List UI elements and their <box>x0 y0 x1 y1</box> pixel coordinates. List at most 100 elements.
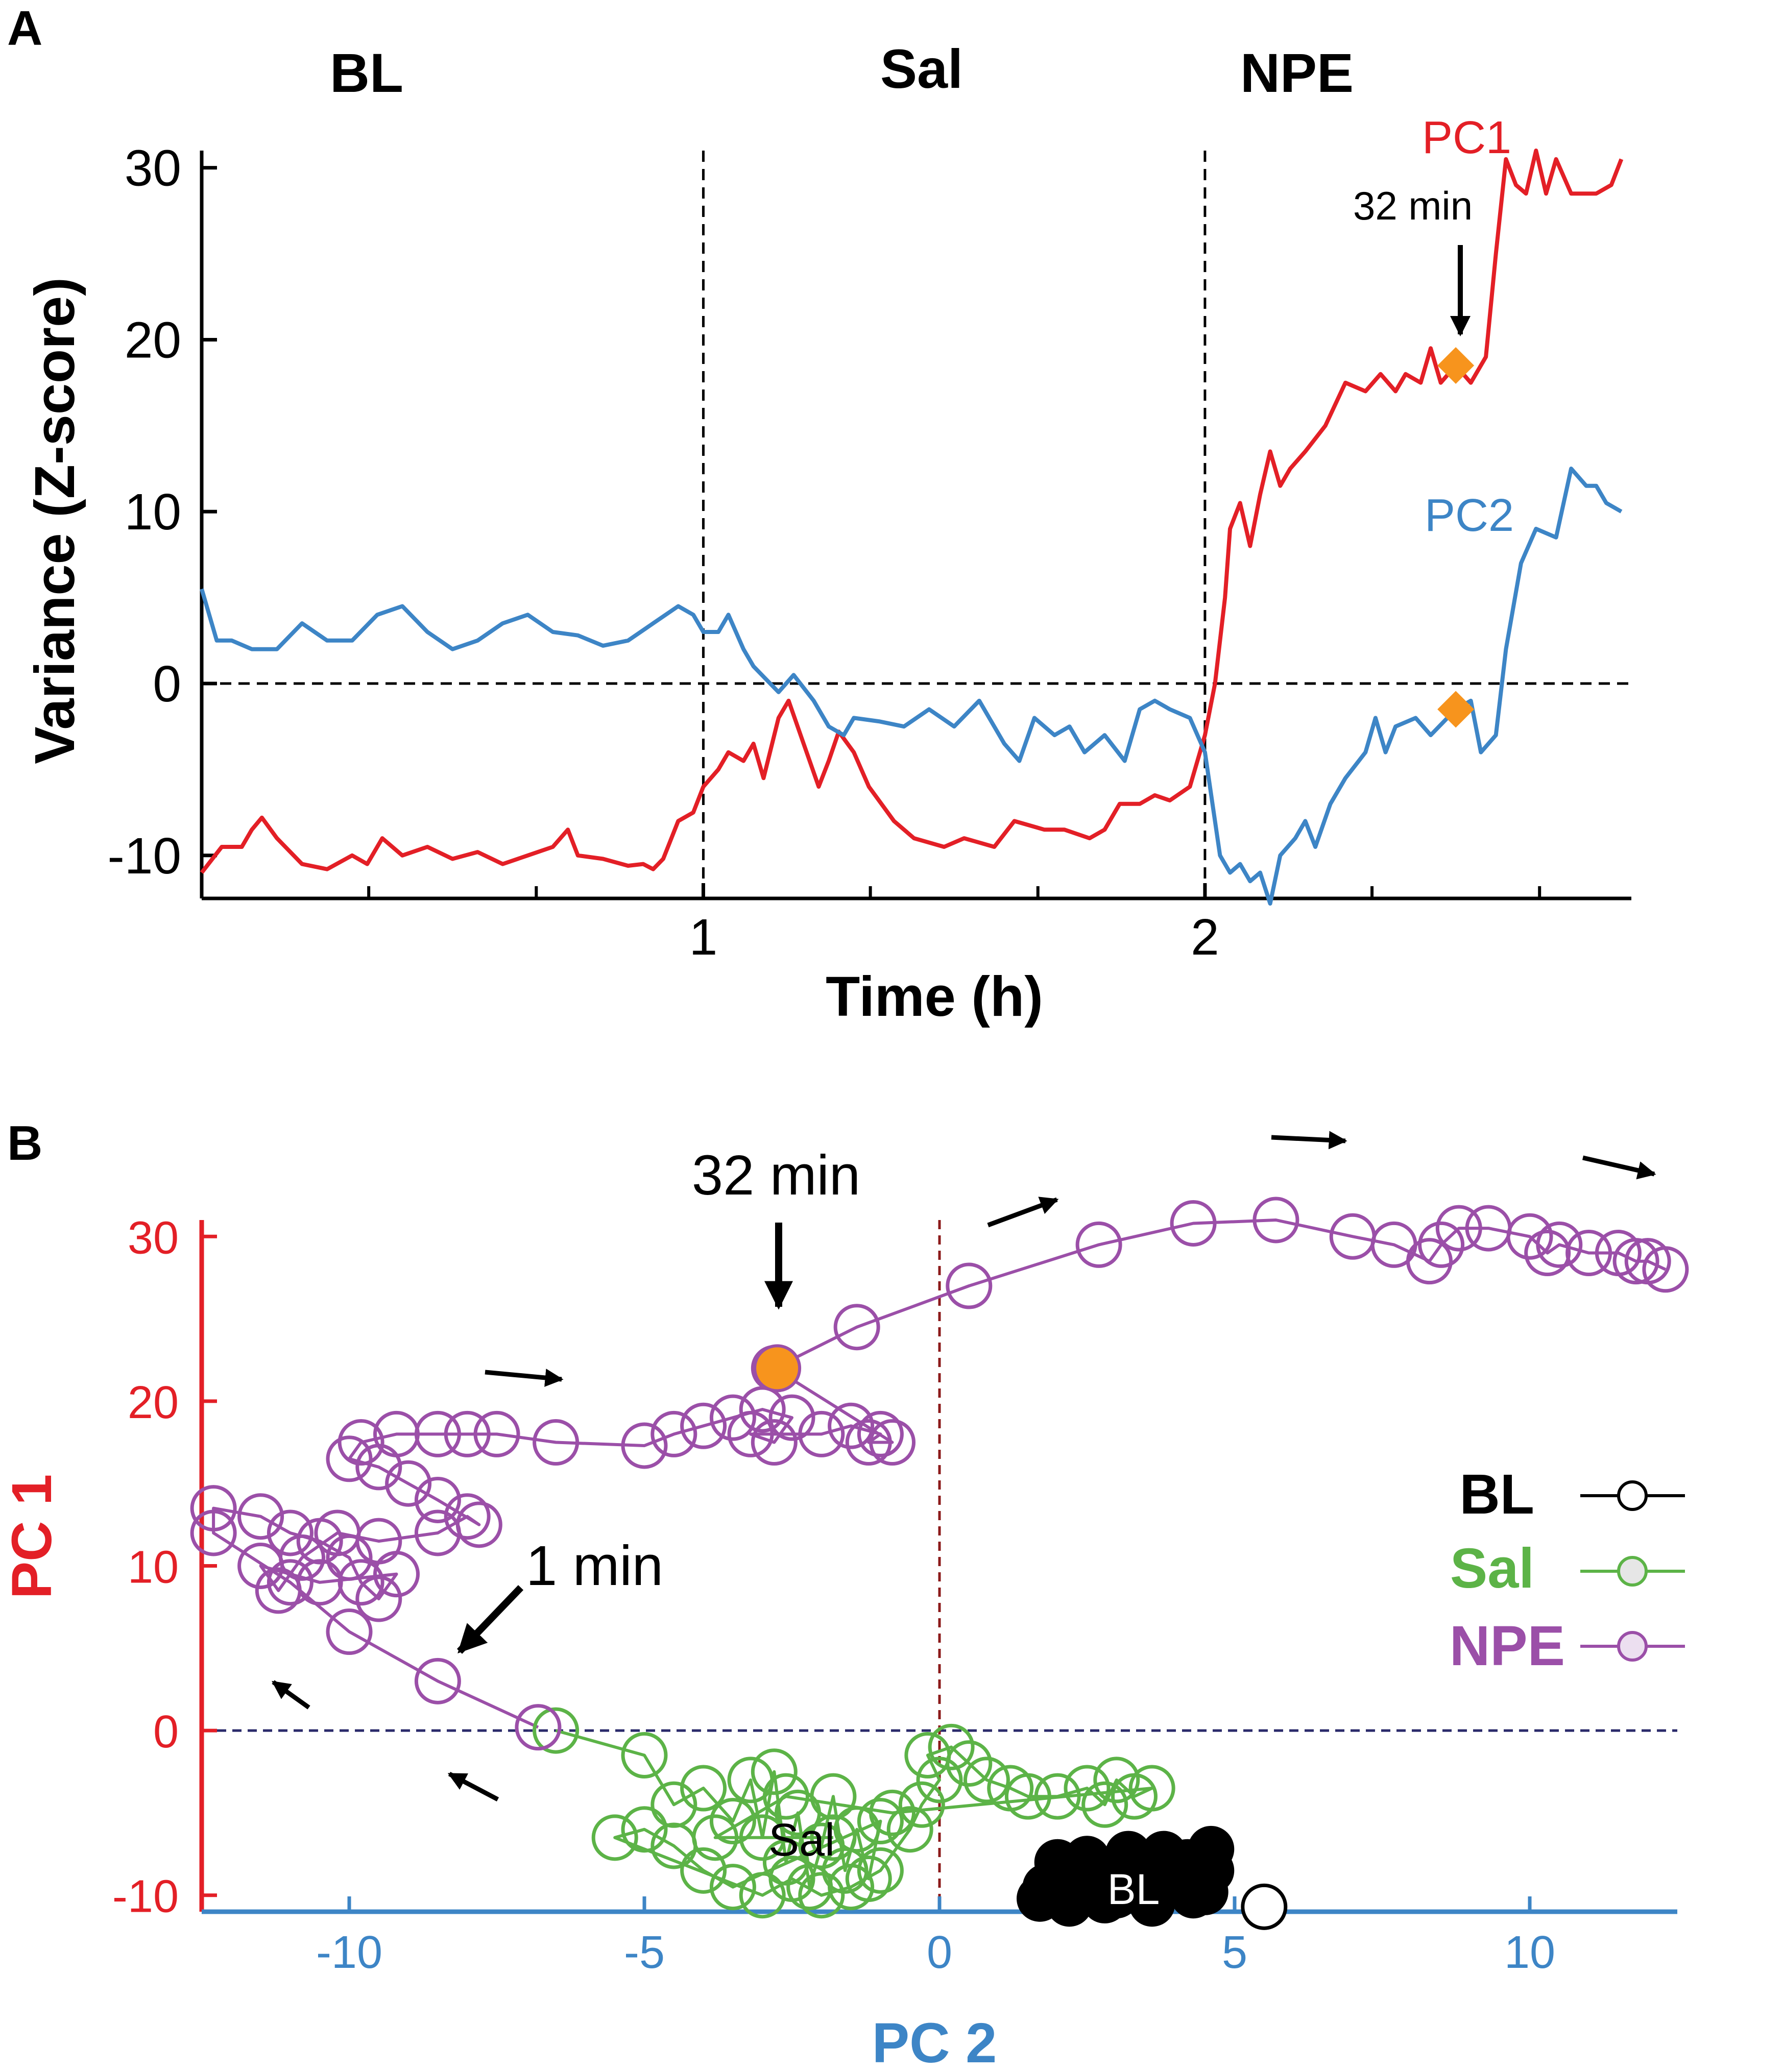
y-tick-label-b: 0 <box>153 1707 179 1758</box>
point-bl <box>1105 1831 1152 1878</box>
point-bl <box>1064 1836 1111 1883</box>
point-bl <box>1017 1875 1064 1922</box>
y-tick-label-b: 10 <box>128 1542 179 1593</box>
panel-a-label: A <box>7 1 42 56</box>
point-npe <box>237 1493 284 1540</box>
point-sal <box>709 1864 756 1911</box>
point-npe <box>326 1608 373 1655</box>
panel-b: B -10 0 10 20 30 -10 -5 0 5 10 32 min 1 min Sal B… <box>1 1116 1689 2072</box>
point-npe <box>279 1534 326 1581</box>
series-label-pc2: PC2 <box>1425 490 1514 541</box>
point-npe <box>444 1410 491 1457</box>
point-sal <box>963 1757 1010 1803</box>
point-npe <box>338 1419 384 1466</box>
legend-marker-sal <box>1617 1556 1648 1587</box>
point-sal <box>621 1806 668 1853</box>
y-tick-label-a: 30 <box>125 140 181 197</box>
cluster-label-bl: BL <box>1107 1865 1160 1913</box>
point-npe <box>768 1394 815 1441</box>
panel-a-series <box>200 149 1624 906</box>
y-axis-title-a: Variance (Z-score) <box>23 277 86 764</box>
point-npe <box>833 1304 880 1351</box>
points-npe <box>190 1197 1689 1751</box>
point-npe <box>1418 1221 1465 1268</box>
point-sal <box>869 1789 916 1836</box>
direction-arrow-3 <box>1271 1131 1347 1150</box>
point-sal <box>946 1740 993 1787</box>
point-sal <box>621 1732 668 1779</box>
legend: BL Sal NPE <box>1450 1463 1685 1677</box>
series-label-pc1: PC1 <box>1422 112 1511 163</box>
point-sal <box>1081 1781 1128 1828</box>
point-sal <box>798 1872 845 1919</box>
point-npe <box>709 1394 756 1441</box>
annotation-1min-b: 1 min <box>526 1534 663 1597</box>
point-npe <box>727 1410 774 1457</box>
x-tick-label-a: 2 <box>1191 909 1219 966</box>
legend-item-sal: Sal <box>1450 1537 1685 1600</box>
legend-marker-npe <box>1617 1631 1648 1662</box>
point-npe <box>414 1657 461 1704</box>
x-tick-label-b: -10 <box>316 1927 382 1978</box>
point-npe <box>326 1534 373 1581</box>
x-tick-label-b: -5 <box>624 1927 665 1978</box>
point-npe <box>1435 1205 1482 1252</box>
x-axis-title-a: Time (h) <box>826 965 1043 1028</box>
point-npe <box>267 1559 314 1606</box>
point-npe <box>190 1509 237 1556</box>
legend-label-sal: Sal <box>1450 1537 1534 1600</box>
point-sal <box>898 1781 945 1828</box>
point-npe <box>751 1419 798 1466</box>
point-npe <box>845 1419 892 1466</box>
legend-marker-bl <box>1617 1480 1648 1511</box>
series-line-pc1 <box>200 149 1624 874</box>
direction-arrow-5 <box>272 1680 310 1710</box>
point-sal <box>739 1814 786 1861</box>
panel-a-reference-lines <box>202 151 1631 898</box>
panel-b-series <box>190 1197 1689 1930</box>
point-npe <box>326 1435 373 1482</box>
point-sal <box>533 1707 580 1754</box>
phase-label-bl: BL <box>330 42 403 104</box>
point-npe <box>190 1485 237 1532</box>
x-tick-label-b: 0 <box>927 1927 952 1978</box>
point-sal <box>828 1864 875 1911</box>
legend-label-npe: NPE <box>1450 1615 1565 1677</box>
x-tick-label-a: 1 <box>689 909 718 966</box>
point-sal <box>1064 1765 1111 1812</box>
annotation-32min-b: 32 min <box>692 1144 860 1207</box>
x-tick-label-b: 5 <box>1222 1927 1247 1978</box>
phase-label-npe: NPE <box>1240 42 1354 104</box>
point-npe <box>267 1509 314 1556</box>
point-npe <box>650 1410 697 1457</box>
point-sal <box>709 1798 756 1845</box>
series-line-pc2 <box>200 467 1623 906</box>
marker-32min-pc1 <box>1437 347 1475 384</box>
point-npe <box>473 1410 520 1457</box>
point-npe <box>1612 1238 1659 1285</box>
point-sal <box>916 1757 963 1803</box>
point-npe <box>621 1422 668 1469</box>
y-tick-label-b: -10 <box>112 1871 179 1922</box>
point-npe <box>355 1518 402 1565</box>
cluster-label-sal: Sal <box>768 1815 835 1866</box>
point-sal <box>1093 1757 1140 1803</box>
y-tick-label-a: 0 <box>153 655 181 713</box>
point-npe <box>515 1704 562 1751</box>
point-npe <box>798 1410 845 1457</box>
x-axis-title-b: PC 2 <box>872 2012 997 2072</box>
point-sal <box>680 1765 727 1812</box>
point-npe <box>1565 1230 1612 1277</box>
legend-item-bl: BL <box>1459 1463 1685 1526</box>
y-tick-label-b: 20 <box>128 1377 179 1428</box>
point-npe <box>355 1575 402 1622</box>
point-sal <box>886 1806 933 1853</box>
point-sal <box>739 1872 786 1919</box>
point-npe <box>1506 1213 1553 1260</box>
point-sal <box>768 1855 815 1902</box>
points-bl <box>1017 1825 1288 1930</box>
point-sal <box>928 1723 975 1770</box>
legend-item-npe: NPE <box>1450 1615 1685 1677</box>
point-npe <box>828 1402 875 1449</box>
point-sal <box>1128 1765 1175 1812</box>
